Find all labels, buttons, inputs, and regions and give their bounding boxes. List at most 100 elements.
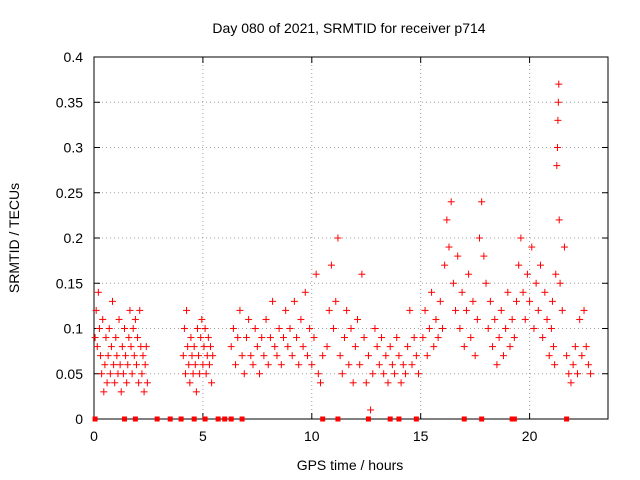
zero-value-marker [461,416,467,422]
data-point [541,288,549,296]
data-point [199,361,207,369]
data-point [271,343,279,351]
data-point [484,325,492,332]
data-point [198,315,206,323]
data-point [360,334,368,342]
data-point [362,379,370,387]
data-point [486,297,494,305]
data-point [188,352,196,360]
data-point [532,279,540,287]
data-point [554,98,562,106]
data-point [112,334,120,342]
data-point [578,352,586,360]
data-point [189,370,197,378]
data-point [92,306,100,314]
data-point [551,361,559,369]
data-point [465,270,473,278]
data-point [180,325,188,332]
data-point [293,334,301,342]
data-point [351,343,359,351]
data-point [232,361,240,369]
y-tick-label: 0.3 [64,140,84,156]
data-point [340,334,348,342]
data-point [266,334,274,342]
data-point [476,234,483,242]
data-point [521,315,529,323]
data-point [139,352,147,360]
data-point [530,325,538,332]
data-point [502,325,510,332]
data-point [196,370,204,378]
y-tick-label: 0.4 [64,49,84,65]
zero-value-marker [178,416,184,422]
x-tick-label: 0 [90,428,98,444]
zero-value-marker [191,416,197,422]
data-point [580,306,588,314]
data-point [384,379,392,387]
data-point [338,370,346,378]
data-point [526,297,534,305]
data-point [273,352,281,360]
data-point [515,261,523,269]
data-point [482,279,490,287]
data-point [555,216,563,224]
zero-markers [92,416,570,422]
data-point [462,306,470,314]
data-point [552,270,560,278]
data-point [288,352,296,360]
y-tick-label: 0.25 [56,185,83,201]
data-point [123,379,131,387]
data-point [117,388,125,396]
x-tick-label: 20 [522,428,538,444]
data-point [106,370,114,378]
data-point [386,343,394,351]
data-point [391,370,399,378]
zero-value-marker [222,416,228,422]
data-point [377,334,385,342]
data-point [517,234,525,242]
zero-value-marker [413,416,419,422]
data-point [95,325,103,332]
data-point [290,297,298,305]
data-point [508,315,516,323]
data-point [436,297,444,305]
data-point [325,306,333,314]
data-point [497,306,505,314]
data-point [127,343,135,351]
data-point [205,361,213,369]
data-point [513,297,521,305]
data-point [330,325,338,332]
data-point [275,325,283,332]
data-point [430,343,438,351]
y-ticks: 0 0.05 0.1 0.15 0.2 0.25 0.3 0.35 0.4 [56,49,608,427]
data-point [569,361,577,369]
data-point [571,343,579,351]
data-point [238,352,246,360]
data-point [460,343,468,351]
data-point [301,288,309,296]
data-point [204,334,212,342]
x-tick-label: 10 [304,428,320,444]
y-tick-label: 0.35 [56,94,83,110]
zero-value-marker [239,416,245,422]
data-point [132,361,140,369]
data-point [556,279,564,287]
data-point [358,270,366,278]
data-point [408,361,416,369]
data-point [297,315,305,323]
data-point [399,361,407,369]
data-point [334,234,342,242]
y-tick-label: 0.1 [64,321,84,337]
data-point [373,343,381,351]
data-point [109,297,117,305]
data-point [493,361,501,369]
data-point [543,315,551,323]
data-point [343,306,351,314]
data-point [124,361,132,369]
data-point [269,297,277,305]
data-point [550,343,558,351]
x-tick-label: 15 [413,428,429,444]
data-point [299,343,307,351]
data-point [102,334,110,342]
